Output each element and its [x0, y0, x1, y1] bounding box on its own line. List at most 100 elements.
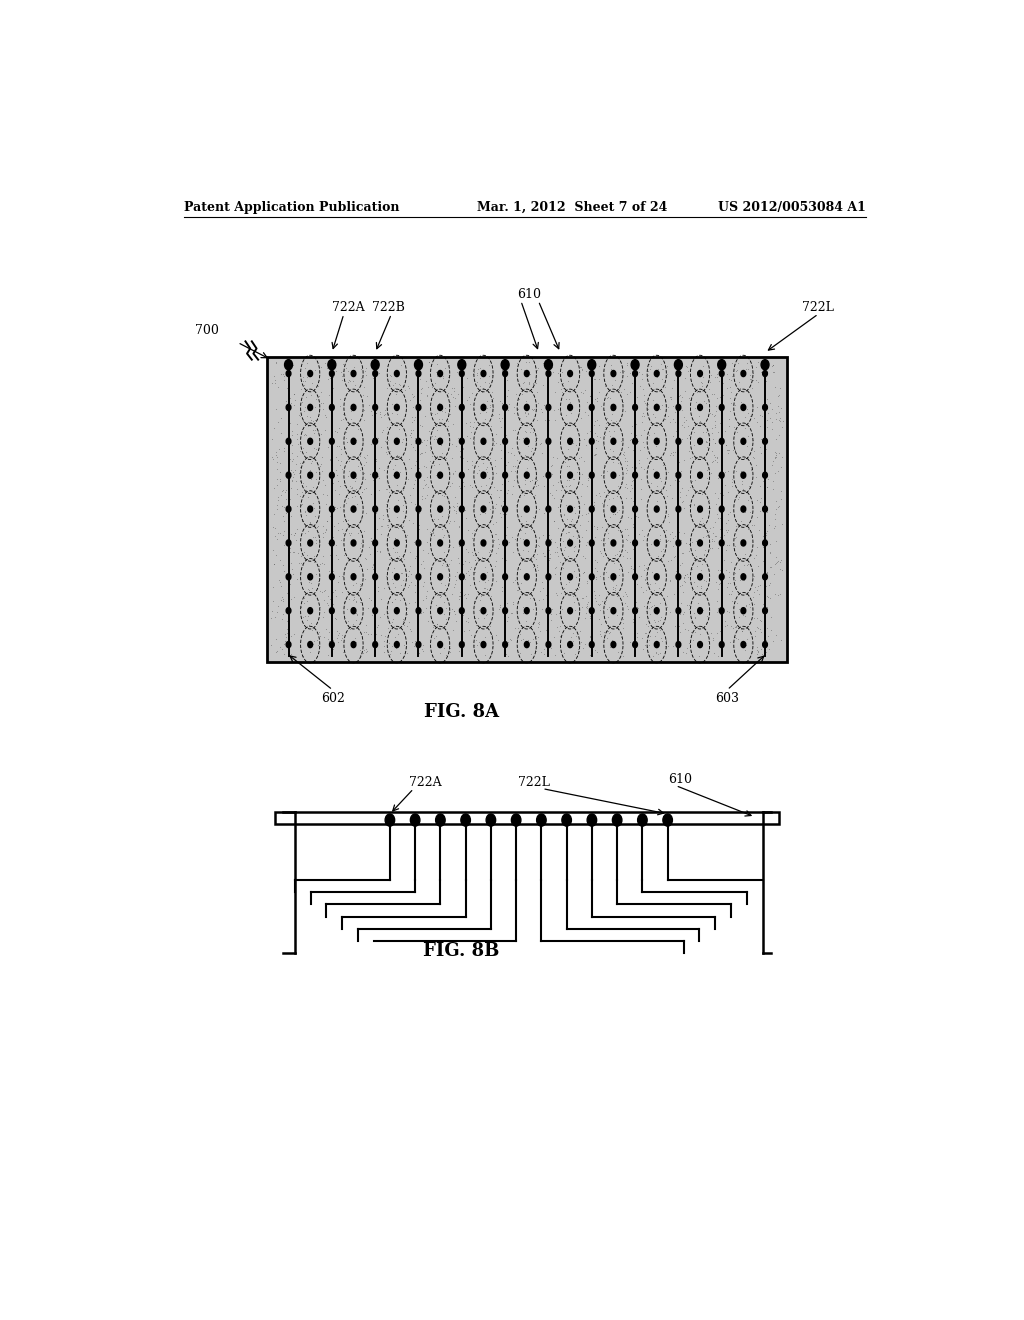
Point: [317, 352, 334, 374]
Point: [385, 458, 401, 479]
Point: [721, 535, 737, 556]
Circle shape: [524, 371, 529, 376]
Point: [708, 404, 724, 425]
Point: [269, 475, 286, 496]
Point: [760, 469, 776, 490]
Point: [383, 366, 399, 387]
Point: [474, 482, 490, 503]
Circle shape: [351, 642, 356, 648]
Point: [528, 632, 545, 653]
Point: [558, 388, 574, 409]
Point: [329, 421, 345, 442]
Point: [673, 391, 689, 412]
Circle shape: [308, 574, 312, 579]
Point: [724, 581, 740, 602]
Point: [407, 428, 423, 449]
Point: [346, 562, 362, 583]
Point: [437, 447, 454, 469]
Point: [643, 473, 659, 494]
Point: [709, 591, 725, 612]
Point: [276, 482, 293, 503]
Point: [477, 474, 494, 495]
Circle shape: [654, 404, 659, 411]
Point: [478, 391, 495, 412]
Point: [401, 593, 418, 614]
Point: [496, 630, 512, 651]
Point: [272, 408, 289, 429]
Point: [275, 561, 292, 582]
Point: [488, 570, 505, 591]
Point: [346, 586, 362, 607]
Point: [269, 487, 286, 508]
Point: [509, 627, 525, 648]
Point: [755, 566, 771, 587]
Point: [279, 619, 295, 640]
Point: [496, 532, 512, 553]
Point: [667, 412, 683, 433]
Point: [329, 620, 345, 642]
Point: [366, 506, 382, 527]
Point: [437, 598, 454, 619]
Point: [593, 626, 609, 647]
Point: [380, 602, 396, 623]
Point: [462, 558, 478, 579]
Point: [289, 495, 305, 516]
Point: [286, 463, 302, 484]
Point: [757, 631, 773, 652]
Point: [406, 478, 422, 499]
Point: [494, 392, 510, 413]
Point: [333, 409, 349, 430]
Point: [768, 446, 784, 467]
Point: [371, 508, 387, 529]
Point: [486, 434, 503, 455]
Circle shape: [590, 404, 594, 411]
Point: [753, 611, 769, 632]
Point: [655, 609, 672, 630]
Circle shape: [394, 371, 399, 376]
Point: [628, 425, 644, 446]
Point: [298, 441, 314, 462]
Point: [580, 467, 596, 488]
Point: [756, 553, 772, 574]
Point: [696, 380, 713, 401]
Point: [625, 539, 641, 560]
Point: [292, 441, 308, 462]
Point: [384, 636, 400, 657]
Point: [760, 626, 776, 647]
Point: [538, 585, 554, 606]
Point: [297, 358, 313, 379]
Point: [498, 450, 514, 471]
Point: [369, 540, 385, 561]
Point: [420, 543, 436, 564]
Point: [381, 498, 397, 519]
Point: [304, 451, 321, 473]
Point: [695, 512, 712, 533]
Point: [268, 451, 285, 473]
Point: [525, 376, 542, 397]
Point: [577, 607, 593, 628]
Circle shape: [676, 540, 681, 546]
Point: [681, 541, 697, 562]
Point: [460, 583, 476, 605]
Point: [509, 568, 525, 589]
Point: [649, 643, 666, 664]
Circle shape: [394, 506, 399, 512]
Point: [676, 570, 692, 591]
Point: [601, 420, 617, 441]
Point: [582, 421, 598, 442]
Point: [558, 523, 574, 544]
Point: [265, 576, 282, 597]
Circle shape: [567, 473, 572, 478]
Point: [767, 442, 783, 463]
Point: [713, 392, 729, 413]
Point: [297, 370, 313, 391]
Point: [624, 457, 640, 478]
Point: [345, 589, 361, 610]
Point: [633, 488, 649, 510]
Point: [561, 455, 578, 477]
Point: [693, 616, 710, 638]
Circle shape: [697, 371, 702, 376]
Point: [335, 591, 351, 612]
Point: [507, 455, 523, 477]
Point: [624, 478, 640, 499]
